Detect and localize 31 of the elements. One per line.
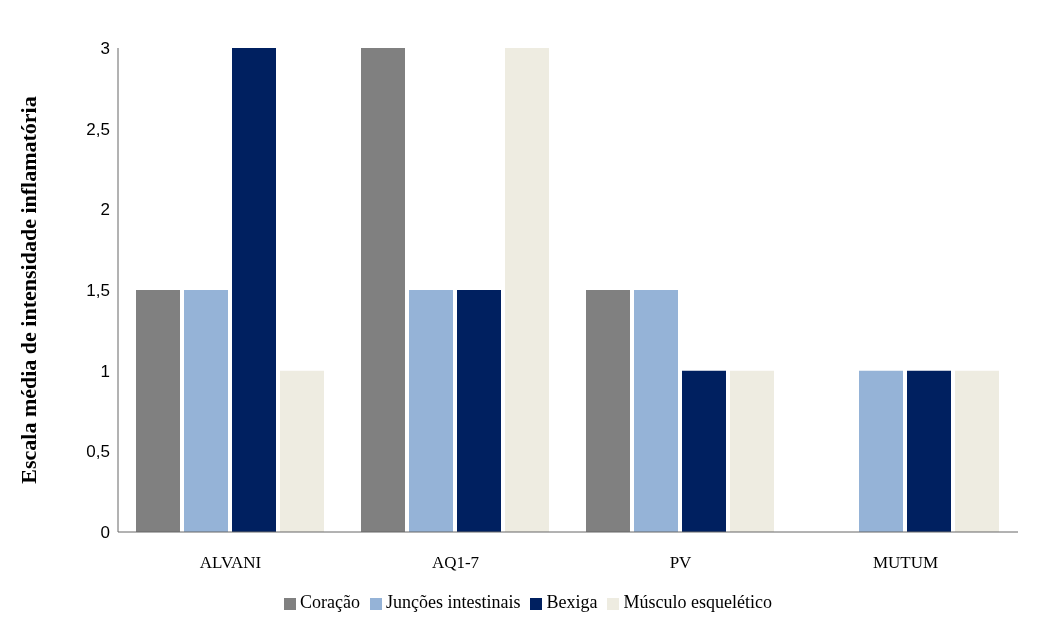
bar (232, 48, 276, 532)
legend-label: Músculo esquelético (623, 592, 772, 612)
y-tick-label: 3 (100, 39, 110, 59)
x-tick-label: AQ1-7 (431, 553, 480, 573)
y-tick-label: 1 (100, 361, 110, 381)
bar (682, 370, 726, 532)
bar (859, 370, 903, 532)
bar (409, 290, 453, 532)
x-tick-label: ALVANI (199, 553, 262, 573)
bar (505, 48, 549, 532)
y-tick-label: 2,5 (86, 119, 110, 139)
bar (634, 290, 678, 532)
y-tick-label: 0,5 (86, 442, 110, 462)
x-tick-label: PV (669, 553, 693, 573)
bar (184, 290, 228, 532)
y-tick-label: 0 (100, 523, 110, 543)
bar (361, 48, 405, 532)
y-tick-label: 1,5 (86, 281, 110, 301)
y-axis-title: Escala média de intensidade inflamatória (15, 96, 41, 484)
bar (907, 370, 951, 532)
x-tick-label: MUTUM (872, 553, 939, 573)
bar (280, 370, 324, 532)
legend-label: Coração (300, 592, 360, 612)
bar (457, 290, 501, 532)
y-tick-label: 2 (100, 200, 110, 220)
legend-label: Bexiga (546, 592, 598, 612)
bar (586, 290, 630, 532)
legend-label: Junções intestinais (386, 592, 521, 612)
bar (730, 370, 774, 532)
bar (955, 370, 999, 532)
bar (136, 290, 180, 532)
